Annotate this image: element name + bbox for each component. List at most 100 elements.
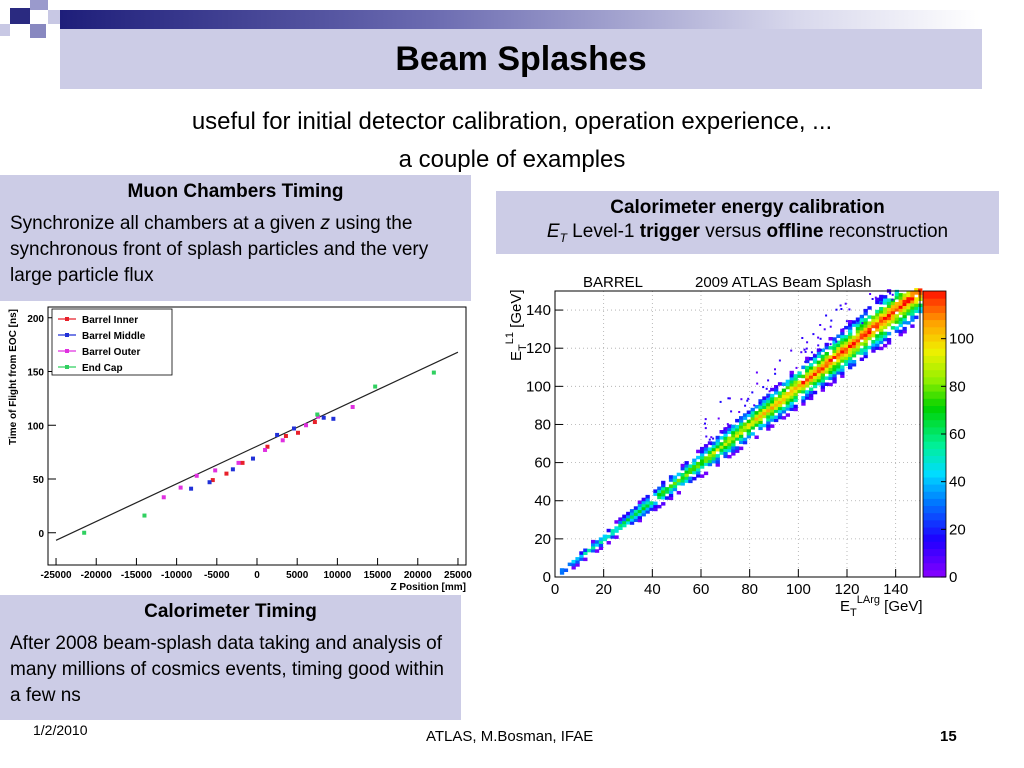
calo-energy-text: ET Level-1 trigger versus offline recons… — [502, 221, 993, 245]
colorbar-segment — [923, 469, 946, 478]
colorbar-segment — [923, 441, 946, 449]
heatmap-cell — [886, 319, 892, 324]
y-tick-label: 0 — [38, 529, 44, 540]
heatmap-cell — [829, 343, 832, 346]
colorbar-segment — [923, 369, 946, 378]
heatmap-cell — [746, 434, 751, 439]
heatmap-cell — [863, 336, 868, 340]
heatmap-cell — [914, 315, 919, 320]
heatmap-cell — [700, 446, 705, 451]
calo-energy-header: Calorimeter energy calibration — [610, 197, 885, 218]
heatmap-cell — [906, 321, 911, 325]
heatmap-cell — [883, 301, 888, 305]
heatmap-cell — [758, 405, 763, 409]
colorbar-segment — [923, 326, 946, 335]
heatmap-cell — [824, 367, 829, 371]
heatmap-cell — [886, 331, 892, 336]
heatmap-cell — [863, 321, 868, 325]
heatmap-cell — [828, 346, 833, 350]
heatmap-cell — [844, 325, 849, 330]
heatmap-cell — [715, 460, 720, 464]
heatmap-cell — [902, 293, 907, 297]
heatmap-cell — [789, 370, 794, 375]
heatmap-cell — [723, 439, 728, 443]
heatmap-cell — [855, 342, 861, 346]
heatmap-cell — [844, 344, 849, 348]
heatmap-cell — [766, 408, 771, 413]
heatmap-cell — [758, 408, 763, 412]
heatmap-cell — [867, 306, 872, 310]
heatmap-cell — [840, 353, 845, 357]
heatmap-cell — [863, 327, 868, 331]
heatmap-cell — [715, 454, 720, 458]
heatmap-cell — [824, 376, 829, 380]
heatmap-cell — [587, 548, 592, 553]
heatmap-cell — [855, 317, 861, 321]
heatmap-cell — [785, 398, 790, 402]
heatmap-cell — [890, 310, 896, 315]
heatmap-cell — [649, 501, 654, 505]
heatmap-cell — [649, 504, 654, 508]
heatmap-cell — [805, 371, 810, 376]
heatmap-cell — [879, 307, 884, 311]
heatmap-cell — [754, 414, 759, 418]
heatmap-cell — [668, 490, 674, 494]
heatmap-cell — [824, 355, 829, 359]
legend-marker — [65, 365, 69, 369]
heatmap-cell — [801, 374, 806, 379]
heatmap-cell — [914, 297, 919, 301]
heatmap-cell — [762, 423, 767, 428]
heatmap-cell — [704, 444, 707, 447]
heatmap-cell — [883, 307, 888, 311]
heatmap-cell — [898, 323, 903, 328]
heatmap-cell — [785, 401, 790, 405]
heatmap-cell — [692, 476, 697, 481]
heatmap-cell — [832, 364, 837, 369]
colorbar-segment — [923, 548, 946, 557]
heatmap-cell — [828, 370, 833, 374]
heatmap-cell — [727, 445, 732, 450]
heatmap-cell — [803, 348, 806, 351]
heatmap-cell — [848, 341, 853, 345]
heatmap-cell — [883, 322, 888, 326]
heatmap-cell — [879, 337, 884, 341]
heatmap-cell — [742, 437, 748, 442]
heatmap-cell — [824, 358, 829, 362]
heatmap-cell — [805, 356, 810, 361]
subtitle-line-1: useful for initial detector calibration,… — [191, 108, 833, 135]
heatmap-cell — [828, 361, 833, 365]
heatmap-cell — [867, 327, 872, 331]
colorbar-segment — [923, 383, 946, 392]
heatmap-cell — [637, 503, 642, 507]
heatmap-cell — [731, 452, 736, 456]
heatmap-cell — [777, 403, 783, 408]
heatmap-cell — [708, 438, 711, 441]
heatmap-cell — [606, 534, 611, 539]
heatmap-cell — [657, 486, 662, 491]
heatmap-cell — [645, 504, 650, 508]
heatmap-cell — [820, 376, 825, 380]
colorbar-segment — [923, 512, 946, 521]
heatmap-cell — [898, 329, 903, 334]
heatmap-cell — [579, 551, 584, 555]
heatmap-cell — [875, 297, 880, 302]
heatmap-cell — [707, 462, 713, 467]
heatmap-cell — [731, 443, 736, 447]
heatmap-cell — [721, 431, 724, 434]
heatmap-cell — [914, 300, 919, 304]
heatmap-cell — [715, 441, 720, 446]
heatmap-cell — [848, 347, 853, 351]
heatmap-cell — [770, 412, 775, 416]
heatmap-cell — [890, 301, 896, 306]
heatmap-cell — [836, 340, 841, 345]
heatmap-cell — [848, 338, 853, 342]
y-tick-label: 100 — [526, 378, 551, 395]
heatmap-cell — [809, 363, 814, 367]
heatmap-cell — [875, 328, 880, 332]
heatmap-cell — [727, 439, 732, 444]
heatmap-cell — [879, 340, 884, 345]
colorbar-segment — [923, 398, 946, 406]
y-tick-label: 150 — [27, 368, 44, 379]
muon-text-part1: Synchronize all chambers at a given — [10, 213, 321, 234]
heatmap-cell — [851, 338, 857, 343]
